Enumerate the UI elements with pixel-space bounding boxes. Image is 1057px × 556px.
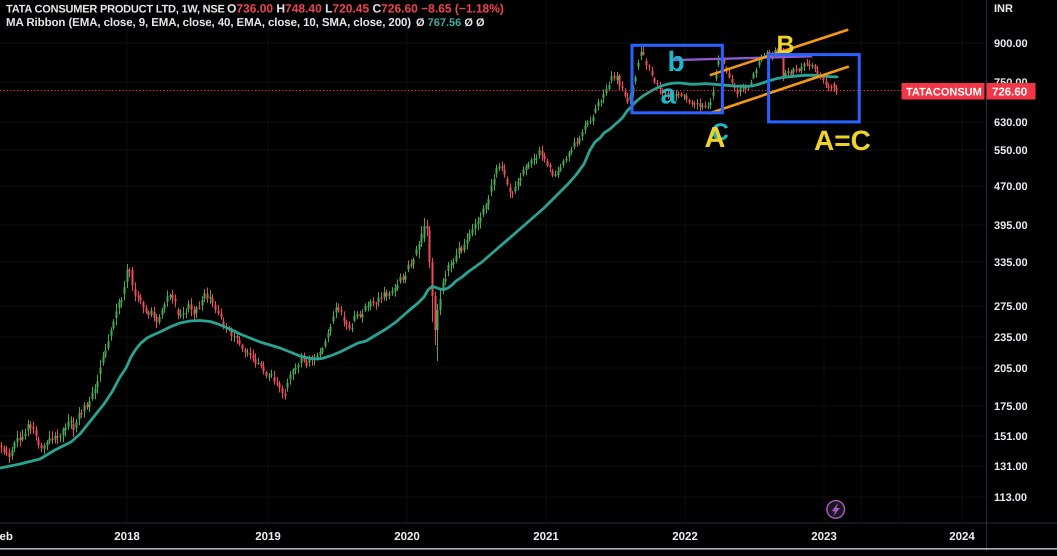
svg-text:2019: 2019	[255, 531, 281, 543]
svg-text:C: C	[712, 119, 729, 146]
svg-text:a: a	[661, 79, 677, 110]
svg-text:205.00: 205.00	[994, 363, 1028, 375]
svg-text:550.00: 550.00	[994, 145, 1028, 157]
svg-text:O736.00 H748.40 L720.45 C726.6: O736.00 H748.40 L720.45 C726.60 −8.65 (−…	[227, 2, 504, 16]
svg-text:2018: 2018	[114, 531, 140, 543]
svg-text:2021: 2021	[533, 531, 559, 543]
svg-text:131.00: 131.00	[994, 461, 1028, 473]
svg-text:335.00: 335.00	[994, 257, 1028, 269]
svg-text:900.00: 900.00	[994, 38, 1028, 50]
svg-text:b: b	[668, 46, 685, 77]
svg-text:TATACONSUM: TATACONSUM	[906, 87, 982, 99]
svg-text:eb: eb	[0, 531, 13, 543]
svg-text:2023: 2023	[811, 531, 837, 543]
svg-text:2020: 2020	[394, 531, 420, 543]
svg-text:113.00: 113.00	[994, 492, 1027, 504]
svg-text:275.00: 275.00	[994, 301, 1028, 313]
svg-text:630.00: 630.00	[994, 117, 1028, 129]
svg-text:Ø 767.56 Ø Ø: Ø 767.56 Ø Ø	[416, 17, 485, 29]
svg-text:2024: 2024	[949, 531, 975, 543]
svg-text:2022: 2022	[672, 531, 698, 543]
svg-text:175.00: 175.00	[994, 401, 1028, 413]
svg-text:470.00: 470.00	[994, 181, 1028, 193]
svg-text:INR: INR	[994, 3, 1013, 15]
svg-text:235.00: 235.00	[994, 332, 1028, 344]
svg-text:MA Ribbon (EMA, close, 9, EMA,: MA Ribbon (EMA, close, 9, EMA, close, 40…	[6, 17, 411, 29]
svg-text:A=C: A=C	[814, 125, 871, 156]
svg-text:A: A	[705, 122, 726, 154]
svg-text:151.00: 151.00	[994, 431, 1028, 443]
svg-text:TATA CONSUMER PRODUCT LTD, 1W,: TATA CONSUMER PRODUCT LTD, 1W, NSE	[6, 4, 225, 16]
svg-text:395.00: 395.00	[994, 220, 1028, 232]
svg-text:726.60: 726.60	[992, 87, 1027, 99]
svg-text:B: B	[777, 31, 795, 59]
